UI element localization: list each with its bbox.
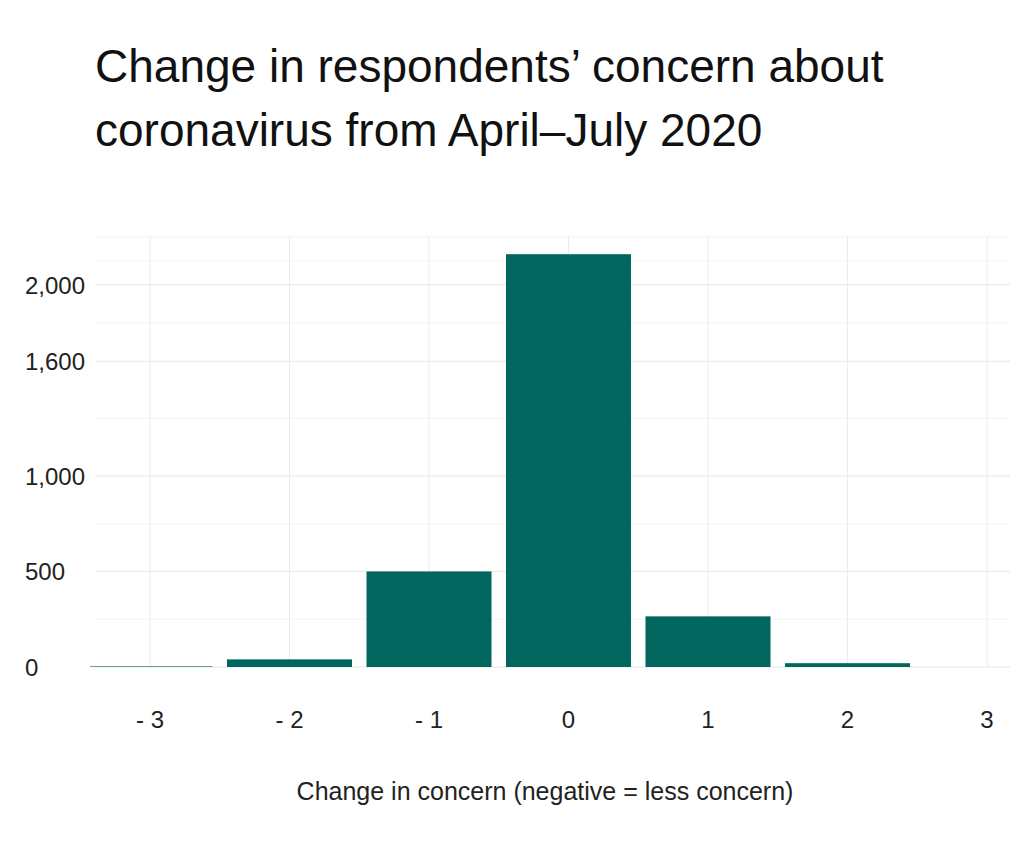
bar [90,666,213,667]
x-tick-label: - 3 [136,706,164,733]
x-tick-label: 2 [841,706,854,733]
x-grid-line [708,237,709,667]
bar [925,667,1016,668]
bar [785,663,910,667]
chart-svg: Change in respondents’ concern about coro… [0,0,1024,842]
title-line: coronavirus from April–July 2020 [95,104,762,156]
plot-top-line [95,237,1010,238]
x-tick-label: - 2 [275,706,303,733]
x-tick-label: 0 [562,706,575,733]
bar [367,571,492,667]
x-grid-line [847,237,848,667]
y-tick-label: 2,000 [25,272,85,299]
x-grid-line [289,237,290,667]
x-tick-label: - 1 [415,706,443,733]
y-tick-label: 0 [25,654,38,681]
y-tick-label: 500 [25,558,65,585]
bar [506,254,631,667]
y-tick-label: 1,000 [25,463,85,490]
title-line: Change in respondents’ concern about [95,40,884,92]
y-tick-label: 1,600 [25,348,85,375]
x-tick-label: 3 [980,706,993,733]
title: Change in respondents’ concern about coro… [95,40,884,156]
chart-container: Change in respondents’ concern about coro… [0,0,1024,842]
x-axis-label: Change in concern (negative = less conce… [297,777,794,805]
x-tick-label: 1 [701,706,714,733]
grid [95,237,1010,667]
bar [227,659,352,667]
x-grid-line [150,237,151,667]
x-grid-line [987,237,988,667]
bar [646,616,771,667]
bars [90,254,910,667]
